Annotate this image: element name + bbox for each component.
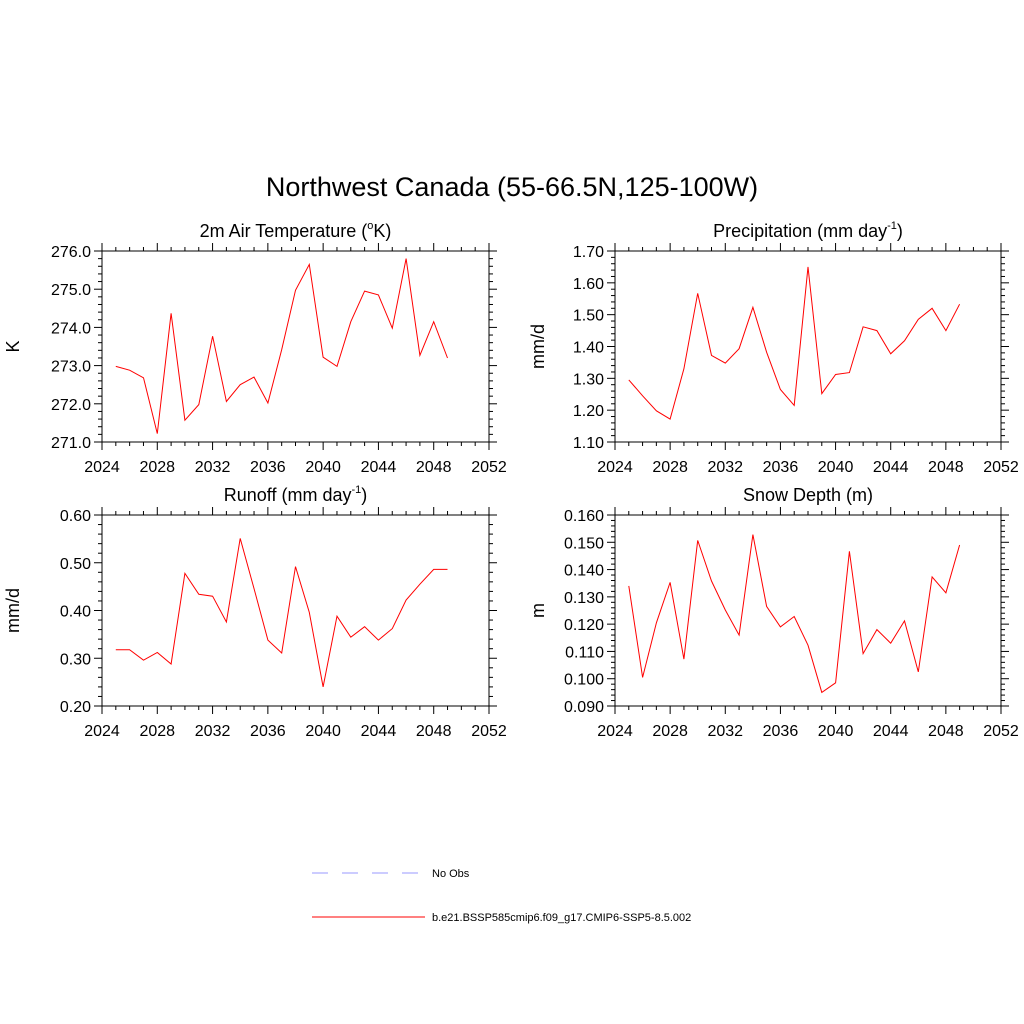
x-tick-label: 2052	[471, 723, 507, 740]
x-tick-label: 2044	[873, 723, 909, 740]
y-tick-label: 0.120	[564, 617, 604, 634]
x-tick-label: 2024	[597, 459, 633, 476]
air-temperature-panel: 2m Air Temperature (oK) K 2024 2028 2032 2036…	[3, 220, 507, 476]
x-tick-label: 2032	[195, 723, 231, 740]
runoff-series-line	[115, 538, 448, 687]
x-tick-label: 2040	[305, 459, 341, 476]
y-axis-label: m	[528, 603, 548, 618]
x-tick-label: 2048	[416, 459, 452, 476]
x-tick-label: 2044	[361, 723, 397, 740]
y-tick-label: 0.100	[564, 672, 604, 689]
y-tick-label: 275.0	[51, 282, 91, 299]
figure-title: Northwest Canada (55-66.5N,125-100W)	[266, 172, 758, 202]
y-tick-label: 0.40	[60, 604, 91, 621]
y-axis-label: K	[3, 340, 23, 352]
x-tick-label: 2024	[84, 459, 120, 476]
x-tick-label: 2044	[873, 459, 909, 476]
x-tick-label: 2028	[652, 459, 688, 476]
runoff-panel: Runoff (mm day-1) mm/d 2024 2028 2032 2036 204…	[3, 484, 507, 740]
y-tick-label: 0.130	[564, 590, 604, 607]
x-tick-label: 2052	[983, 459, 1019, 476]
x-tick-label: 2032	[195, 459, 231, 476]
precipitation-panel: Precipitation (mm day-1) mm/d 2024 2028 2032…	[528, 220, 1019, 476]
legend-model-label: b.e21.BSSP585cmip6.f09_g17.CMIP6-SSP5-8.…	[432, 912, 691, 924]
plot-frame	[614, 514, 1002, 707]
y-tick-label: 276.0	[51, 244, 91, 261]
y-tick-label: 0.60	[60, 508, 91, 525]
y-tick-label: 0.20	[60, 699, 91, 716]
x-tick-label: 2028	[139, 723, 175, 740]
y-tick-label: 0.150	[564, 535, 604, 552]
y-tick-label: 1.20	[573, 403, 604, 420]
legend-no-obs-label: No Obs	[432, 868, 470, 880]
x-tick-label: 2048	[416, 723, 452, 740]
x-tick-label: 2032	[707, 723, 743, 740]
panel-title: Snow Depth (m)	[743, 485, 873, 505]
y-tick-label: 0.160	[564, 508, 604, 525]
x-tick-label: 2024	[84, 723, 120, 740]
x-tick-label: 2028	[139, 459, 175, 476]
x-tick-label: 2024	[597, 723, 633, 740]
x-tick-label: 2040	[305, 723, 341, 740]
y-tick-label: 0.50	[60, 556, 91, 573]
x-tick-label: 2028	[652, 723, 688, 740]
air-temperature-series-line	[115, 258, 448, 434]
panels-group: 2m Air Temperature (oK) K 2024 2028 2032 2036…	[3, 220, 1019, 740]
x-tick-label: 2048	[928, 459, 964, 476]
x-tick-label: 2036	[763, 723, 799, 740]
precipitation-series-line	[628, 266, 961, 420]
snow-depth-series-line	[628, 534, 961, 694]
panel-title: Runoff (mm day-1)	[224, 484, 368, 505]
x-tick-label: 2044	[361, 459, 397, 476]
snow-depth-panel: Snow Depth (m) m 2024 2028 2032 2036 2040 2044 2…	[528, 485, 1019, 740]
x-tick-label: 2032	[707, 459, 743, 476]
panel-title: Precipitation (mm day-1)	[713, 220, 903, 241]
plot-frame	[101, 514, 490, 707]
x-tick-label: 2040	[818, 723, 854, 740]
y-tick-label: 0.110	[565, 644, 604, 661]
y-tick-label: 1.40	[573, 340, 604, 357]
y-tick-label: 0.140	[564, 563, 604, 580]
x-tick-label: 2040	[818, 459, 854, 476]
y-tick-label: 1.30	[573, 371, 604, 388]
x-tick-label: 2052	[983, 723, 1019, 740]
plot-frame	[614, 250, 1002, 443]
y-tick-label: 272.0	[51, 397, 91, 414]
y-tick-label: 1.50	[573, 308, 604, 325]
y-tick-label: 0.30	[60, 651, 91, 668]
y-tick-label: 0.090	[564, 699, 604, 716]
y-tick-label: 1.60	[573, 276, 604, 293]
y-tick-label: 1.70	[573, 244, 604, 261]
y-tick-label: 1.10	[573, 435, 604, 452]
x-tick-label: 2052	[471, 459, 507, 476]
x-tick-label: 2036	[250, 459, 286, 476]
x-tick-label: 2048	[928, 723, 964, 740]
y-tick-label: 274.0	[51, 320, 91, 337]
y-tick-label: 273.0	[51, 359, 91, 376]
legend: No Obs b.e21.BSSP585cmip6.f09_g17.CMIP6-…	[312, 868, 691, 924]
x-tick-label: 2036	[763, 459, 799, 476]
x-tick-label: 2036	[250, 723, 286, 740]
panel-title: 2m Air Temperature (oK)	[200, 220, 392, 241]
y-axis-label: mm/d	[528, 324, 548, 369]
y-axis-label: mm/d	[3, 588, 23, 633]
y-tick-label: 271.0	[51, 435, 91, 452]
